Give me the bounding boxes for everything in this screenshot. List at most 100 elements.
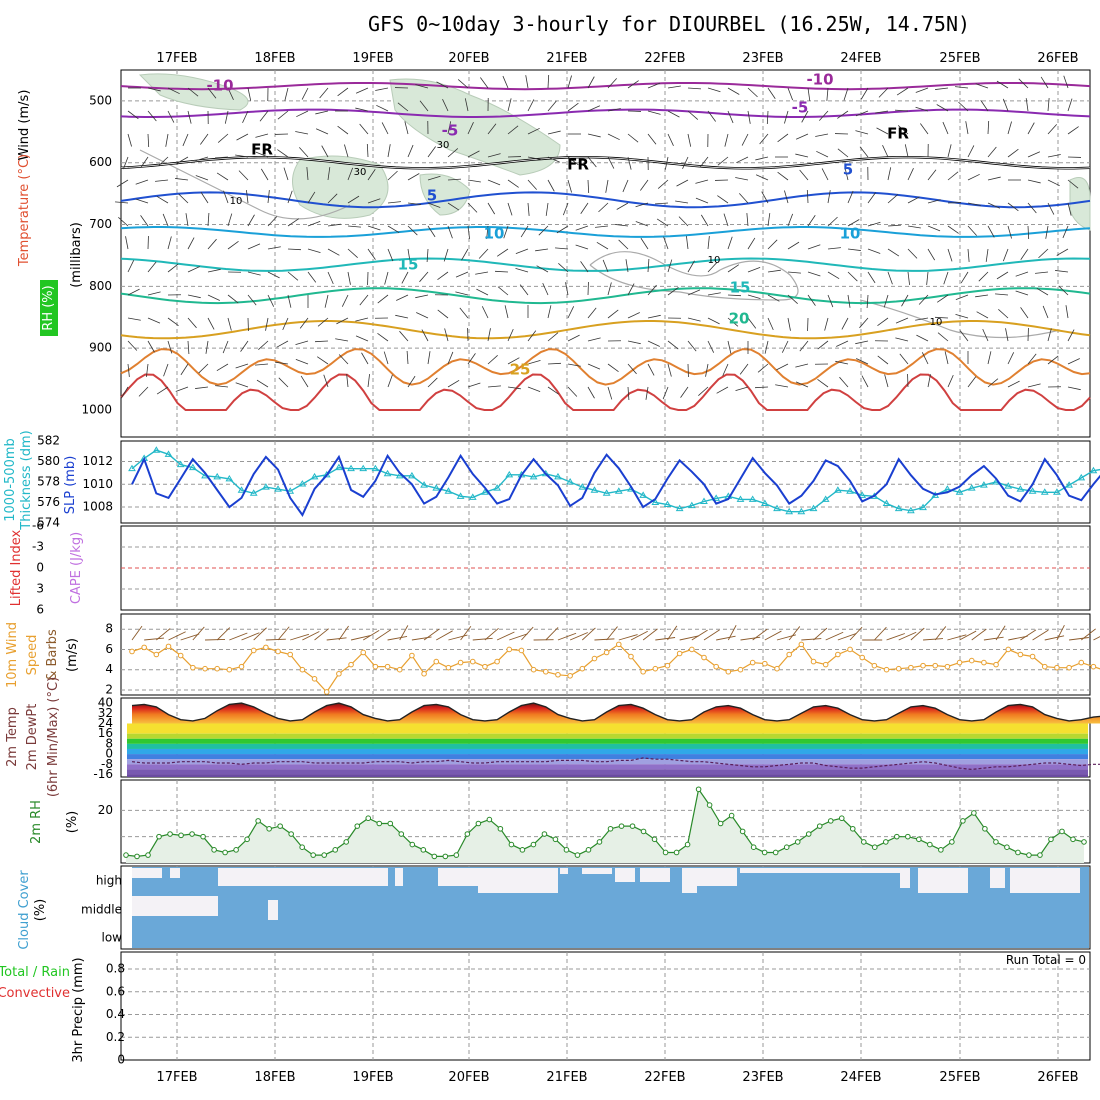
wind-barb bbox=[607, 309, 619, 319]
wind-barb bbox=[127, 363, 130, 377]
wind-barb bbox=[235, 363, 249, 369]
temp-line bbox=[131, 702, 1100, 722]
thickness-marker bbox=[785, 507, 794, 515]
cloud-gap bbox=[132, 896, 218, 916]
wind-barb bbox=[627, 340, 641, 345]
wind-barb bbox=[575, 225, 589, 231]
wind-speed-marker bbox=[883, 666, 890, 673]
wind-barb bbox=[647, 259, 650, 273]
rh2m-marker bbox=[596, 839, 603, 845]
thickness-marker bbox=[809, 504, 818, 512]
wind-speed-marker bbox=[469, 658, 476, 665]
wind10m-barb bbox=[131, 625, 143, 641]
wind-barb bbox=[921, 352, 929, 365]
wind-barb bbox=[567, 75, 572, 89]
wind-barb bbox=[235, 382, 249, 388]
wind-barb bbox=[467, 353, 476, 365]
rh2m-marker bbox=[486, 816, 493, 823]
wind-speed-marker bbox=[981, 659, 987, 666]
rh-contour bbox=[589, 251, 799, 301]
wind-barb bbox=[777, 171, 789, 181]
wind-barb bbox=[1047, 179, 1060, 187]
wind-speed-marker bbox=[311, 676, 318, 682]
rh2m-marker bbox=[938, 847, 944, 853]
wind-barb bbox=[447, 379, 460, 388]
wind10m-barb bbox=[679, 635, 700, 641]
rh2m-marker bbox=[1070, 836, 1076, 843]
wind-barb bbox=[502, 75, 509, 89]
wind-barb bbox=[727, 340, 732, 354]
wind-barb bbox=[287, 294, 292, 308]
wind-barb bbox=[307, 191, 316, 204]
wind-barb bbox=[507, 328, 514, 342]
rh2m-marker bbox=[288, 831, 294, 837]
wind-barb bbox=[427, 146, 436, 158]
isotherm-label: -10 bbox=[206, 77, 233, 95]
ylabel-total-rain: Total / Rain bbox=[0, 965, 70, 980]
wind-barb bbox=[525, 75, 529, 89]
wind-barb bbox=[216, 172, 229, 181]
wind-barb bbox=[687, 133, 692, 147]
thickness-marker bbox=[456, 492, 465, 499]
wind-barb bbox=[662, 386, 669, 400]
wind-barb bbox=[635, 221, 649, 227]
wind-barb bbox=[667, 287, 679, 296]
date-label-top: 22FEB bbox=[644, 51, 685, 66]
slp-line bbox=[131, 453, 1100, 517]
wind-barb bbox=[406, 351, 409, 365]
wind-barb bbox=[747, 294, 761, 299]
wind-barb bbox=[627, 133, 639, 143]
rh2m-marker bbox=[772, 849, 779, 856]
thickness-marker bbox=[663, 500, 672, 508]
wind-barb bbox=[299, 317, 309, 329]
cloud-gap bbox=[170, 868, 180, 878]
wind-barb bbox=[817, 340, 829, 350]
wind-barb bbox=[401, 271, 409, 284]
wind-barb bbox=[860, 87, 869, 100]
wind-barb bbox=[960, 271, 969, 284]
rh2m-marker bbox=[1004, 844, 1010, 851]
wind10m-barb bbox=[947, 634, 967, 641]
wind-barb bbox=[682, 156, 689, 169]
wind-barb bbox=[727, 110, 734, 124]
wind10m-barb bbox=[898, 631, 917, 641]
wind10m-barb bbox=[813, 627, 828, 641]
wind-barb bbox=[387, 248, 394, 262]
wind-barb bbox=[795, 153, 809, 158]
wind-speed-marker bbox=[603, 649, 610, 656]
wind-speed-marker bbox=[567, 672, 573, 679]
wind-barb bbox=[867, 248, 881, 254]
wind-barb bbox=[795, 363, 809, 368]
wind-barb bbox=[436, 81, 449, 89]
wind-barb bbox=[1047, 328, 1052, 342]
wind-speed-marker bbox=[1029, 653, 1036, 660]
wind-speed-marker bbox=[506, 646, 513, 653]
wind-barb bbox=[224, 110, 229, 124]
wind-barb bbox=[467, 202, 478, 213]
wind-barb bbox=[687, 110, 699, 120]
rh2m-marker bbox=[211, 847, 217, 853]
wind-barb bbox=[687, 289, 701, 296]
wind-barb bbox=[455, 271, 469, 278]
cloud-gap bbox=[640, 868, 670, 882]
thickness-marker bbox=[152, 446, 161, 453]
ylabel-thickness-2: Thickness (dm) bbox=[19, 430, 34, 530]
wind-barb bbox=[676, 179, 689, 187]
wind-barb bbox=[267, 294, 275, 307]
wind-barb bbox=[347, 167, 354, 181]
wind-barb bbox=[140, 156, 149, 169]
wind-barb bbox=[1047, 202, 1055, 215]
wind10m-barb bbox=[375, 629, 391, 641]
isotherm-line bbox=[120, 287, 1091, 305]
wind10m-barb bbox=[1080, 628, 1096, 641]
rh-shade bbox=[389, 78, 561, 176]
wind-barb bbox=[317, 317, 329, 327]
wind-barb bbox=[187, 317, 197, 329]
wind-barb bbox=[835, 360, 849, 365]
wind-barb bbox=[987, 351, 992, 365]
wind-speed-marker bbox=[616, 641, 622, 648]
thickness-marker bbox=[700, 497, 708, 504]
wind-barb bbox=[494, 270, 509, 273]
wind-barb bbox=[727, 87, 740, 95]
li-tick-label: 3 bbox=[36, 582, 44, 596]
